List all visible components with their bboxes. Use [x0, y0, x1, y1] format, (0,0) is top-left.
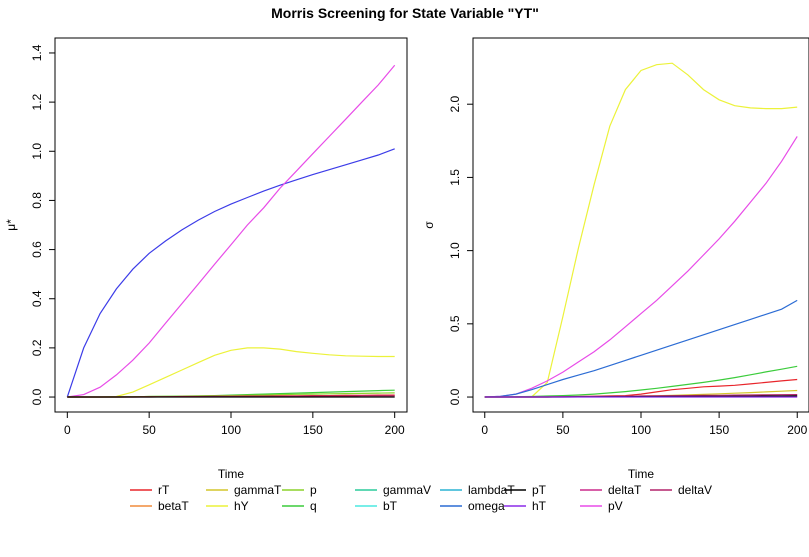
series-line-hY [67, 347, 395, 398]
y-tick-label: 1.0 [30, 143, 44, 160]
legend-label-p: p [310, 483, 317, 497]
legend-label-q: q [310, 499, 317, 513]
chart-panel-2: 0 50 100 150 200 0.0 0.5 1.0 1.5 2.0 Time σ [422, 37, 809, 481]
legend-label-deltaT: deltaT [608, 483, 642, 497]
x-tick-label: 200 [385, 423, 405, 437]
x-tick-label: 100 [631, 423, 651, 437]
x-axis-label: Time [628, 467, 655, 481]
y-tick-label: 0.6 [30, 241, 44, 258]
chart-panel-1: 0 50 100 150 200 0.0 0.2 0.4 0.6 0.8 1.0 1.2 1.4 Time… [4, 37, 408, 481]
y-tick-label: 0.8 [30, 192, 44, 209]
legend-label-pT: pT [532, 483, 547, 497]
series-line-hY [484, 62, 798, 398]
series-line-omega [66, 148, 395, 398]
legend-label-betaT: betaT [158, 499, 189, 513]
legend-label-lambdaT: lambdaT [468, 483, 515, 497]
x-tick-label: 0 [481, 423, 488, 437]
y-tick-label: 1.4 [30, 44, 44, 61]
y-tick-label: 2.0 [448, 96, 462, 113]
y-tick-label: 0.5 [448, 315, 462, 332]
y-axis-label: σ [422, 221, 436, 229]
x-tick-label: 200 [787, 423, 807, 437]
legend-label-omega: omega [468, 499, 505, 513]
legend-label-gammaT: gammaT [234, 483, 282, 497]
y-tick-label: 0.4 [30, 290, 44, 307]
y-tick-label: 0.2 [30, 339, 44, 356]
legend-label-hY: hY [234, 499, 249, 513]
legend-label-gammaV: gammaV [383, 483, 431, 497]
x-axis-label: Time [218, 467, 245, 481]
x-tick-label: 150 [303, 423, 323, 437]
series-line-omega [484, 299, 798, 398]
series-line-pV [67, 64, 396, 398]
legend-label-pV: pV [608, 499, 623, 513]
x-tick-label: 150 [709, 423, 729, 437]
series-line-pV [484, 136, 798, 398]
legend-label-bT: bT [383, 499, 398, 513]
x-tick-label: 50 [556, 423, 570, 437]
series-line-q [484, 365, 798, 398]
x-tick-label: 0 [64, 423, 71, 437]
x-tick-label: 100 [221, 423, 241, 437]
chart-title: Morris Screening for State Variable "YT" [271, 5, 539, 21]
legend-label-hT: hT [532, 499, 547, 513]
legend-label-rT: rT [158, 483, 170, 497]
y-tick-label: 1.2 [30, 93, 44, 110]
y-axis-label: μ* [4, 219, 18, 231]
legend: rT betaT gammaT hY pq gammaV bT lambdaT omega pT h… [130, 483, 712, 513]
legend-label-deltaV: deltaV [678, 483, 712, 497]
x-tick-label: 50 [142, 423, 156, 437]
y-tick-label: 1.5 [448, 169, 462, 186]
y-tick-label: 0.0 [30, 388, 44, 405]
y-tick-label: 1.0 [448, 242, 462, 259]
y-tick-label: 0.0 [448, 388, 462, 405]
